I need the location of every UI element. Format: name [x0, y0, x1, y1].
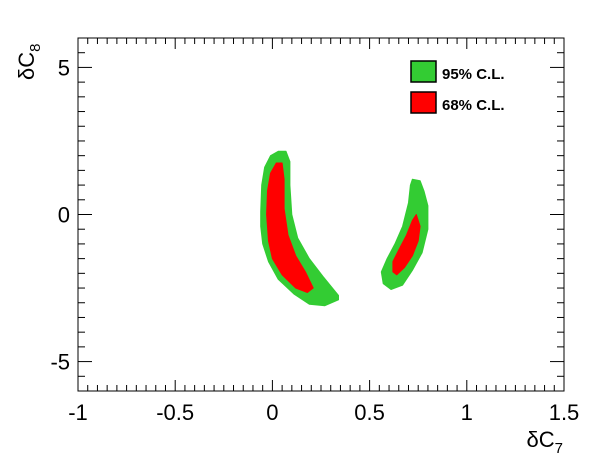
x-tick-label: 1.5: [549, 400, 580, 425]
y-tick-label: -5: [50, 350, 70, 375]
x-axis-label-sub: 7: [555, 440, 563, 457]
y-axis-label-main: δC: [14, 52, 39, 80]
x-axis-label-main: δC: [527, 427, 555, 452]
region-68cl-2: [392, 214, 421, 276]
y-axis-label: δC8: [14, 44, 44, 80]
x-tick-label: 0: [266, 400, 278, 425]
legend-swatch-95: [410, 60, 437, 83]
x-tick-label: -0.5: [156, 400, 194, 425]
legend-swatch-68: [410, 91, 437, 114]
y-tick-label: 0: [58, 203, 70, 228]
region-68cl-1: [266, 162, 314, 293]
confidence-regions: [260, 150, 429, 307]
y-tick-label: 5: [58, 55, 70, 80]
legend-label-68: 68% C.L.: [442, 97, 505, 114]
x-tick-label: -1: [68, 400, 88, 425]
legend-label-95: 95% C.L.: [442, 66, 505, 83]
x-tick-label: 1: [461, 400, 473, 425]
legend: 95% C.L. 68% C.L.: [410, 60, 505, 114]
tick-labels: -1 -0.5 0 0.5 1 1.5 -5 0 5: [50, 55, 579, 425]
x-axis-label: δC7: [527, 427, 563, 457]
axis-ticks: [77, 37, 565, 392]
x-tick-label: 0.5: [354, 400, 385, 425]
y-axis-label-sub: 8: [27, 44, 44, 52]
